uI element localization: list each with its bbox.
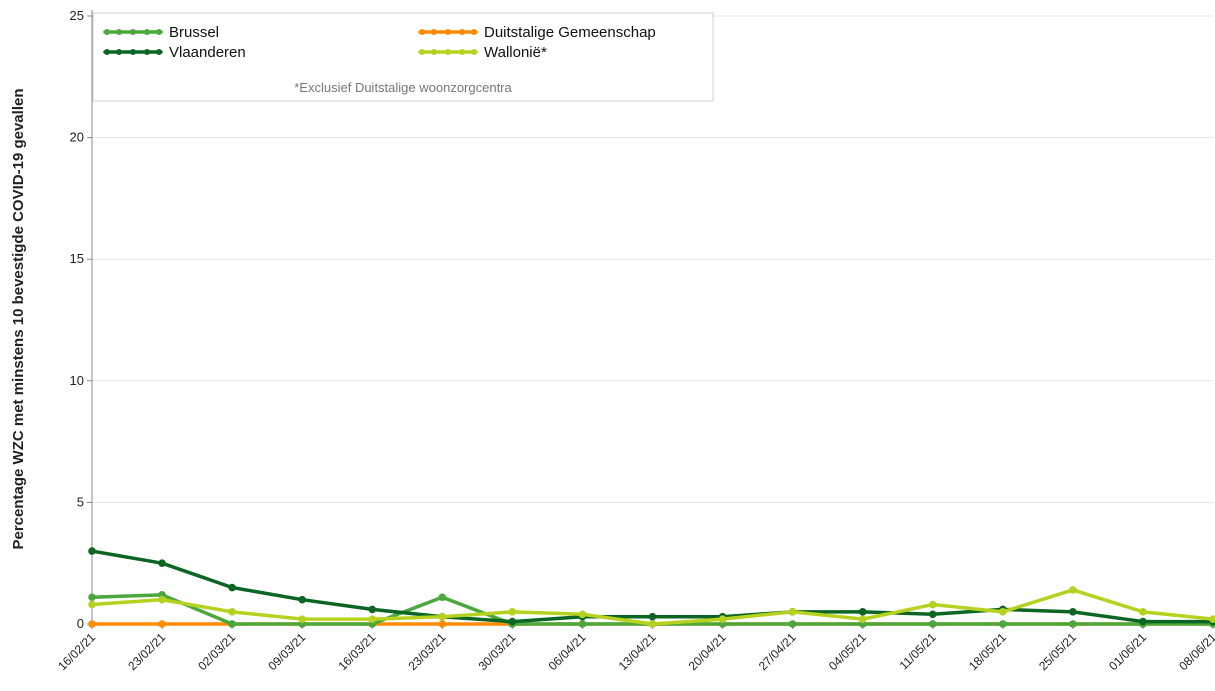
data-point-1-0	[88, 620, 96, 628]
x-tick-label: 30/03/21	[476, 630, 519, 673]
data-point-0-7	[578, 620, 587, 628]
data-point-3-13	[999, 608, 1007, 616]
x-tick-label: 16/03/21	[335, 630, 378, 673]
legend-swatch-marker	[156, 29, 162, 35]
x-tick-label: 11/05/21	[897, 630, 940, 673]
legend-swatch-marker	[459, 49, 465, 55]
data-point-0-0	[88, 593, 96, 602]
data-point-3-5	[438, 612, 447, 621]
legend-swatch-marker	[116, 49, 122, 55]
data-point-0-2	[228, 620, 236, 628]
data-point-0-14	[1069, 620, 1077, 628]
legend-box	[92, 12, 714, 102]
x-ticks: 16/02/21 23/02/21 02/03/21 09/03/21 16/03/21…	[55, 630, 1215, 673]
x-tick-label: 25/05/21	[1036, 630, 1079, 673]
data-point-3-14	[1069, 586, 1077, 594]
legend-swatch-marker	[130, 49, 136, 55]
legend-swatch-marker	[116, 29, 122, 35]
axes	[87, 10, 1214, 629]
legend-swatch-marker	[144, 29, 150, 35]
data-point-3-12	[928, 600, 937, 609]
data-point-0-12	[928, 620, 937, 628]
legend-swatch-marker	[471, 29, 477, 35]
legend-label: Vlaanderen	[169, 44, 246, 61]
data-point-3-16	[1209, 615, 1215, 623]
y-tick-label: 0	[77, 616, 84, 631]
legend-swatch-marker	[130, 29, 136, 35]
y-tick-label: 15	[70, 251, 84, 266]
legend-swatch-marker	[419, 29, 425, 35]
x-tick-label: 06/04/21	[546, 630, 589, 673]
data-point-2-2	[228, 583, 236, 592]
x-tick-label: 23/02/21	[125, 630, 168, 673]
data-point-2-8	[648, 612, 657, 621]
data-point-3-0	[88, 600, 96, 609]
y-tick-label: 25	[70, 8, 84, 23]
x-tick-label: 08/06/21	[1176, 630, 1215, 673]
legend-swatch-marker	[431, 49, 437, 55]
x-tick-label: 13/04/21	[616, 630, 659, 673]
data-point-3-2	[228, 608, 236, 616]
legend-swatch-marker	[104, 29, 110, 35]
x-tick-label: 27/04/21	[756, 630, 799, 673]
data-point-3-11	[858, 615, 867, 623]
legend-swatch-marker	[445, 49, 451, 55]
data-point-0-13	[999, 620, 1007, 628]
data-point-3-9	[718, 615, 727, 623]
data-point-0-10	[788, 620, 797, 628]
y-tick-label: 5	[77, 494, 84, 509]
data-point-2-0	[88, 547, 96, 555]
x-tick-label: 02/03/21	[195, 630, 238, 673]
legend-note: *Exclusief Duitstalige woonzorgcentra	[294, 80, 512, 95]
y-tick-label: 20	[70, 130, 84, 145]
data-point-2-4	[368, 605, 377, 614]
legend-label: Wallonië*	[484, 44, 547, 61]
legend-swatch-marker	[445, 29, 451, 35]
x-tick-label: 23/03/21	[405, 630, 448, 673]
data-point-3-1	[158, 595, 166, 604]
x-tick-label: 18/05/21	[966, 630, 1009, 673]
data-point-2-14	[1069, 608, 1077, 616]
data-point-3-7	[578, 610, 587, 619]
x-tick-label: 04/05/21	[826, 630, 869, 673]
data-point-2-3	[298, 595, 306, 604]
legend-swatch-marker	[431, 29, 437, 35]
data-point-3-15	[1139, 608, 1147, 616]
data-point-2-12	[928, 610, 937, 619]
data-point-2-1	[158, 559, 166, 567]
legend-swatch-marker	[419, 49, 425, 55]
data-point-2-15	[1139, 617, 1147, 626]
data-point-2-11	[858, 608, 867, 616]
legend-label: Brussel	[169, 24, 219, 41]
data-point-3-10	[788, 608, 797, 616]
legend-swatch-marker	[471, 49, 477, 55]
x-tick-label: 01/06/21	[1106, 630, 1149, 673]
data-point-3-6	[508, 608, 517, 616]
x-tick-label: 09/03/21	[265, 630, 308, 673]
data-point-3-4	[368, 615, 377, 623]
legend-swatch-marker	[459, 29, 465, 35]
data-point-3-8	[648, 620, 657, 628]
data-point-1-5	[438, 620, 447, 628]
series-line-2	[90, 549, 1215, 624]
legend: *Exclusief Duitstalige woonzorgcentra Br…	[92, 12, 714, 102]
legend-swatch-marker	[156, 49, 162, 55]
x-tick-label: 16/02/21	[55, 630, 98, 673]
data-point-0-5	[438, 593, 447, 602]
legend-label: Duitstalige Gemeenschap	[484, 24, 656, 41]
x-tick-label: 20/04/21	[686, 630, 729, 673]
data-point-3-3	[298, 615, 306, 623]
legend-swatch-marker	[144, 49, 150, 55]
data-point-2-6	[508, 617, 517, 626]
data-point-1-1	[158, 620, 166, 628]
y-ticks: 0 5 10 15 20 25	[70, 8, 84, 631]
legend-swatch-marker	[104, 49, 110, 55]
y-tick-label: 10	[70, 373, 84, 388]
y-axis-label: Percentage WZC met minstens 10 bevestigd…	[10, 89, 27, 550]
series-lines	[88, 547, 1215, 628]
